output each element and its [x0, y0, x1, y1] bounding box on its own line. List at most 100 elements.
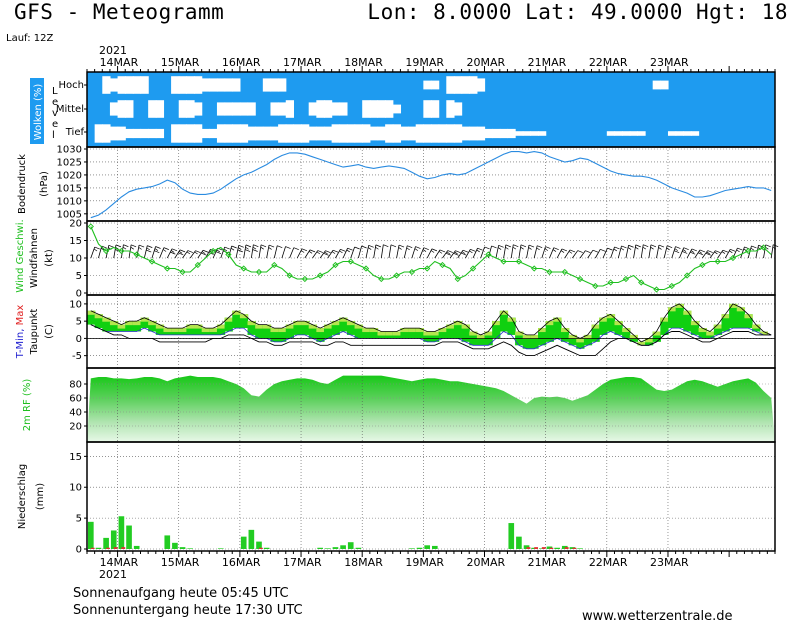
wind-barb-flag [216, 249, 221, 253]
cloud-cell [392, 124, 402, 143]
cloud-cell [667, 131, 677, 136]
wind-barb [633, 244, 637, 259]
wind-barb-flag [230, 247, 235, 251]
day-label-bottom: 18MAR [344, 556, 383, 569]
temp-max-accent [476, 334, 486, 339]
wind-barb-flag [614, 246, 620, 250]
cloud-cell [148, 100, 157, 118]
cloud-cell [224, 102, 233, 116]
wind-speed-marker [546, 268, 553, 276]
wind-speed-marker [240, 265, 247, 272]
day-label-bottom: 23MAR [650, 556, 689, 569]
precip-red-bar [534, 547, 539, 549]
rain-bar [256, 541, 262, 549]
wind-barb-flag [569, 249, 576, 253]
wind-barb [472, 247, 478, 259]
wind-barb-flag [194, 251, 198, 255]
cloud-cell [194, 124, 203, 143]
wind-barb-flag [122, 246, 127, 250]
wind-barb-flag [347, 247, 353, 251]
wind-barb-flag [462, 249, 469, 253]
wind-speed-marker [515, 258, 523, 265]
wind-barb [549, 247, 555, 259]
wind-barb-flag [721, 251, 726, 254]
wind-barb-flag [100, 247, 105, 251]
wind-barb [136, 244, 140, 259]
temp-range-bar [492, 321, 501, 339]
temp-range-bar [308, 324, 317, 339]
wind-barb [166, 248, 173, 259]
cloud-cell [117, 126, 126, 141]
wind-barb [159, 247, 165, 259]
wind-barb [365, 245, 370, 259]
temp-max-accent [163, 328, 172, 333]
cloud-cell [308, 102, 317, 116]
day-label-top: 21MAR [528, 56, 567, 69]
temp-range-bar [499, 310, 509, 332]
wind-barb-flag [154, 248, 159, 251]
rain-bar [554, 547, 560, 549]
wind-barb-flag [414, 248, 419, 251]
wind-barb-flag [536, 247, 540, 251]
day-label-bottom: 17MAR [283, 556, 322, 569]
wind-barb [533, 245, 538, 259]
cloud-cell [522, 131, 531, 136]
cloud-cell [278, 124, 287, 143]
temp-max-accent [652, 331, 661, 336]
day-label-bottom: 15MAR [161, 556, 200, 569]
dewpoint-line [90, 324, 772, 357]
temp-max-accent [461, 324, 470, 329]
temp-range-bar [744, 314, 753, 329]
cloud-cell [446, 124, 455, 143]
temp-max-accent [415, 328, 424, 333]
wind-barb-flag [163, 247, 169, 250]
temp-max-accent [408, 328, 417, 333]
wind-barb [510, 244, 514, 259]
wind-speed-marker [469, 265, 477, 272]
y-tick-label: 20 [69, 219, 82, 230]
cloud-cell [323, 126, 333, 141]
wind-barb [411, 246, 416, 259]
temp-range-bar [652, 331, 661, 342]
wind-barb [541, 246, 546, 259]
wind-barb-flag [491, 245, 497, 249]
temp-max-accent [721, 314, 730, 319]
temp-max-accent [698, 328, 707, 333]
temp-range-bar [87, 310, 96, 325]
cloud-cell [538, 131, 547, 136]
y-tick-label: 1030 [57, 145, 82, 156]
day-label-bottom: 22MAR [589, 556, 628, 569]
wind-barb-flag [398, 247, 402, 250]
y-tick-label: 0 [76, 334, 82, 345]
wind-barb-flag [560, 250, 565, 253]
cloud-cell [423, 100, 432, 118]
wind-speed-marker [378, 275, 385, 283]
cloud-cell [354, 124, 363, 143]
temp-range-bar [339, 317, 348, 332]
temp-range-bar [507, 317, 516, 335]
cloud-cell [690, 131, 700, 136]
temp-max-accent [87, 310, 96, 315]
temp-max-accent [178, 328, 187, 333]
cloud-cell [377, 100, 386, 118]
temp-max-accent [423, 331, 432, 336]
wind-barb [610, 246, 615, 259]
wind-barb-flag [252, 249, 258, 252]
wind-barb-flag [714, 251, 718, 255]
wind-barb-flag [146, 249, 152, 253]
wind-barb-flag [155, 246, 161, 249]
cloud-cell [247, 102, 256, 116]
cloud-cell [385, 100, 394, 118]
temp-range-bar [293, 321, 302, 335]
temp-range-bar [522, 334, 531, 349]
wind-barb-flag [699, 249, 706, 253]
wind-barb-flag [179, 249, 186, 253]
cloud-level-axis-letter: l [52, 130, 55, 141]
wind-barb [671, 246, 676, 259]
temp-max-accent [392, 331, 402, 336]
rain-bar [179, 547, 186, 549]
wind-barb-flag [238, 244, 244, 248]
wind-barb-flag [642, 246, 647, 250]
website-link[interactable]: www.wetterzentrale.de [582, 609, 733, 624]
